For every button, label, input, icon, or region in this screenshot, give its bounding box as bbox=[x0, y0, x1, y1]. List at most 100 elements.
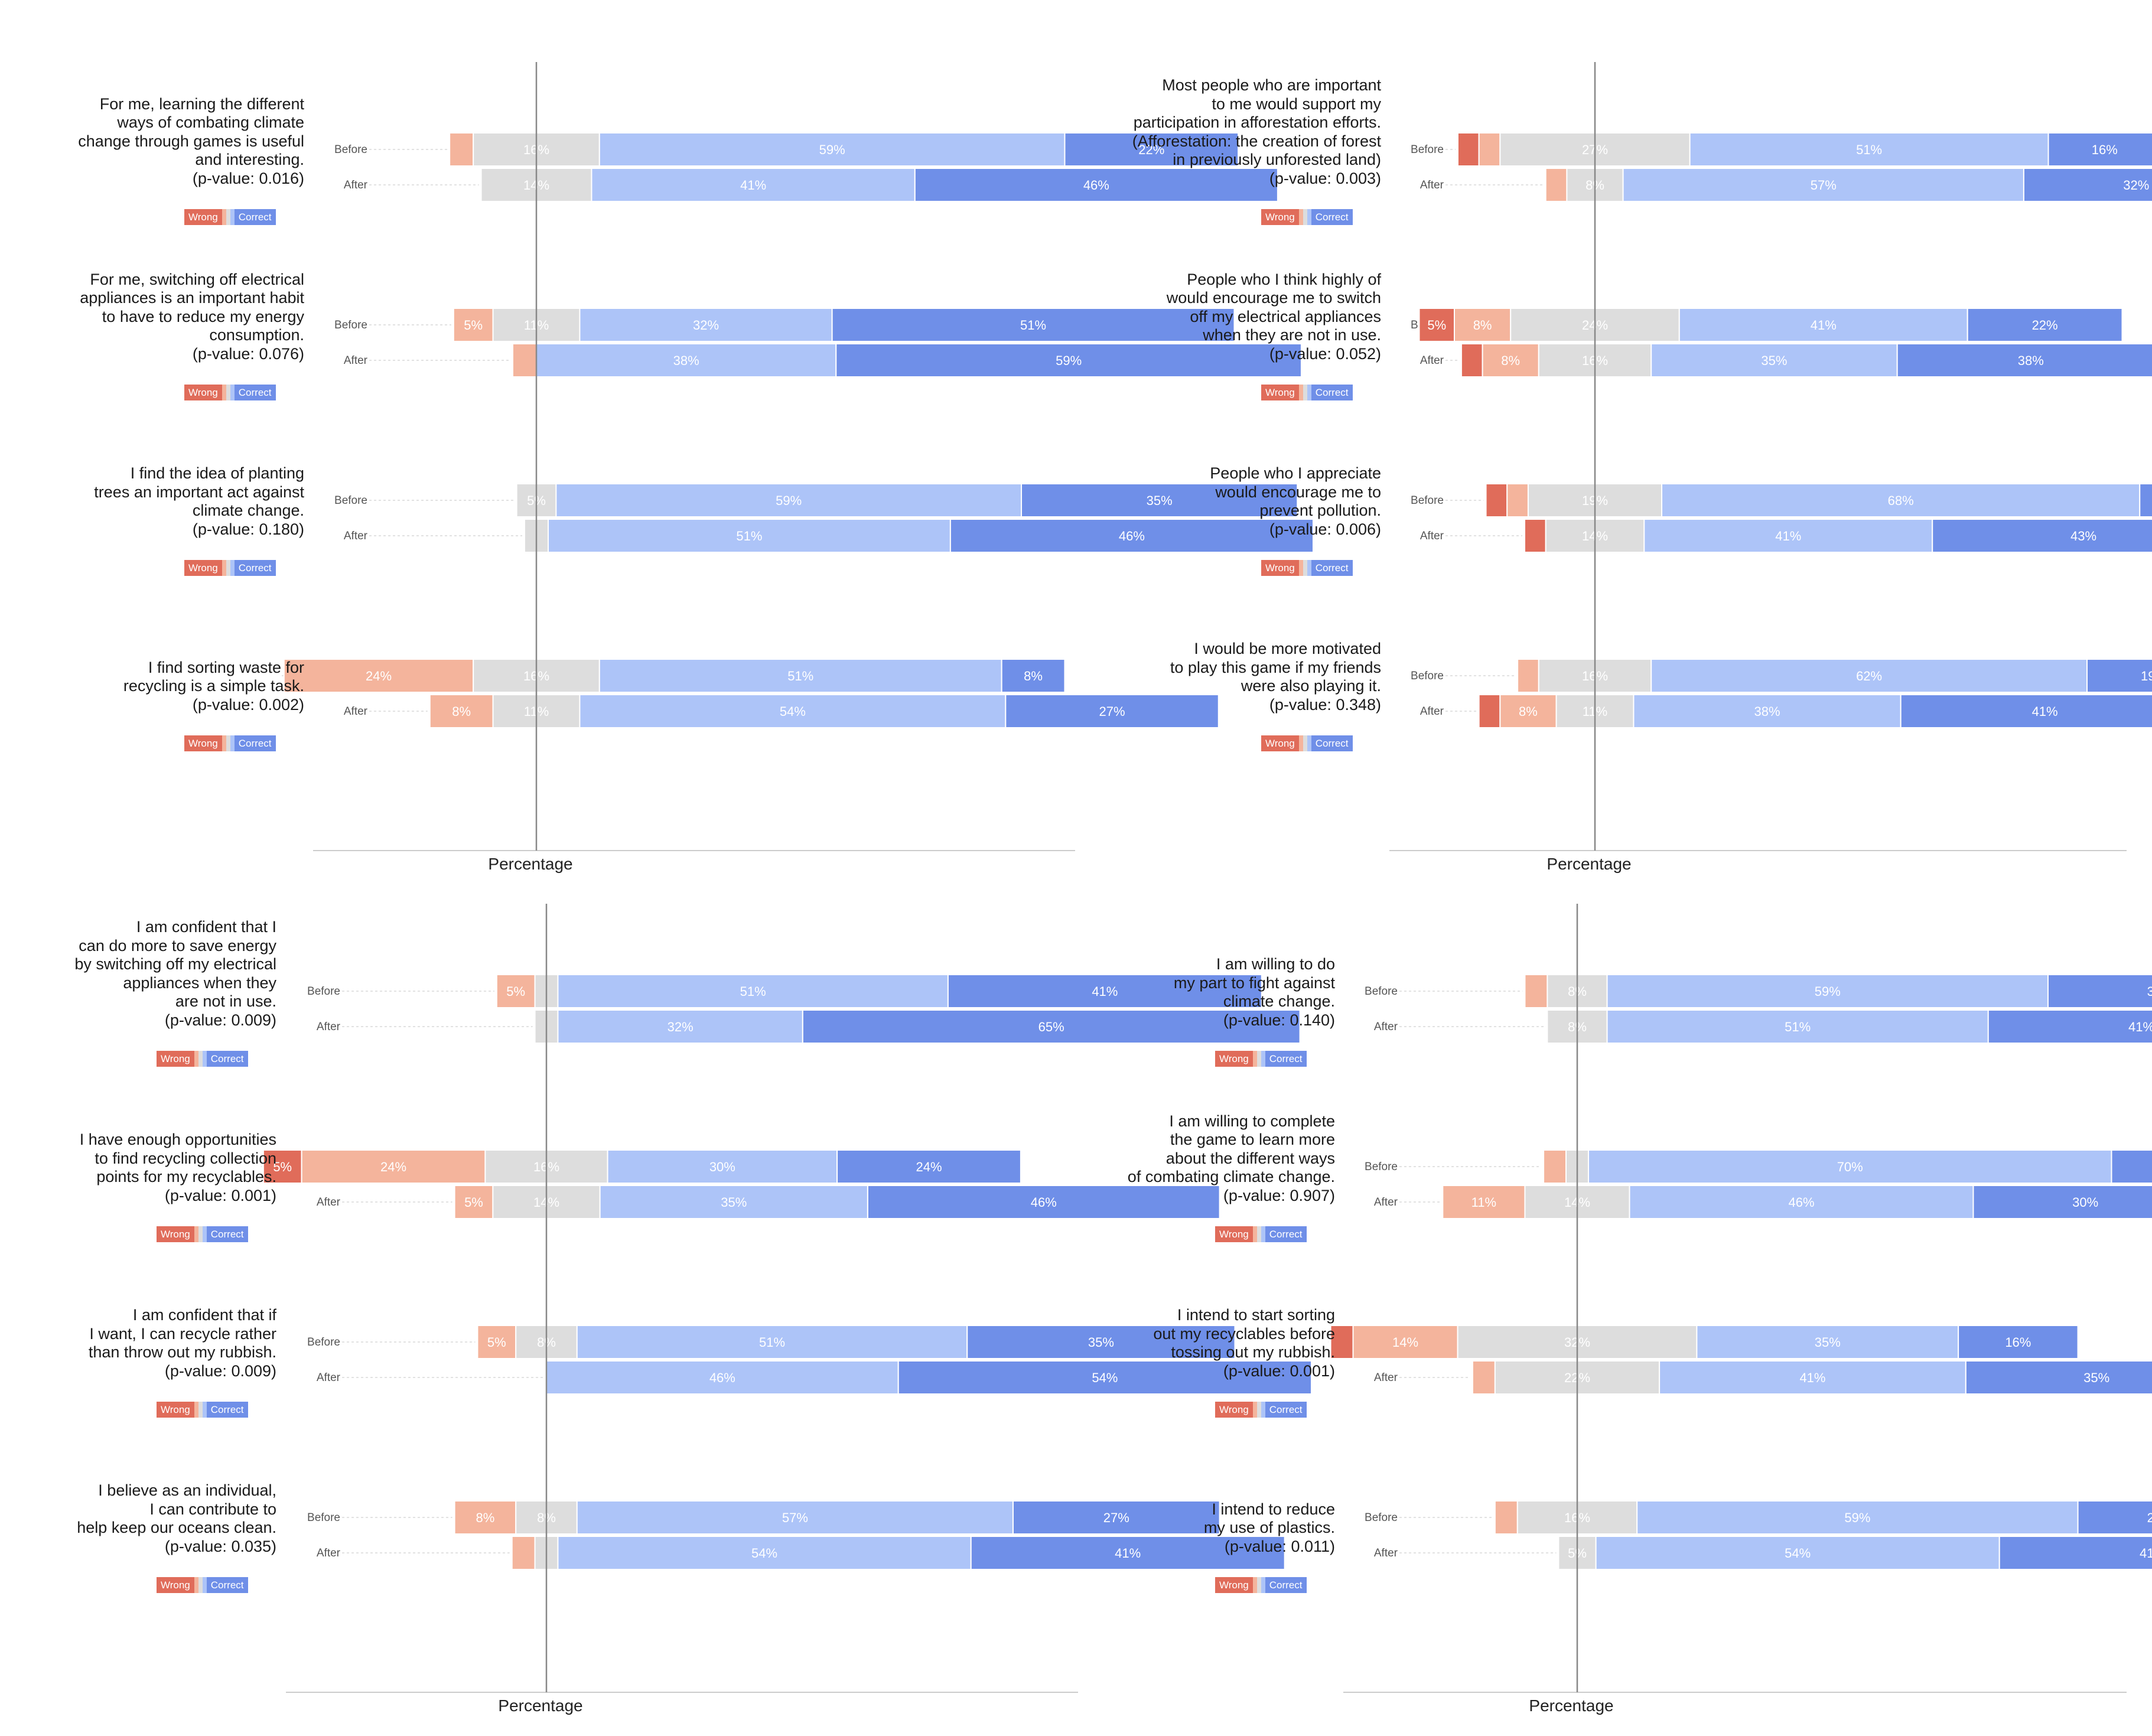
bar-segment-before-1 bbox=[1543, 1149, 1567, 1184]
x-axis-label: Percentage bbox=[1529, 1696, 1613, 1715]
legend-correct: Correct bbox=[1265, 1402, 1307, 1418]
bar-value-label: 8% bbox=[1473, 318, 1492, 333]
bar-segment-before-3 bbox=[1587, 1149, 2112, 1184]
row-label-after: After bbox=[1420, 354, 1444, 367]
bar-value-label: 30% bbox=[2072, 1195, 2098, 1210]
bar-segment-after-1 bbox=[1545, 168, 1568, 202]
bar-value-label: 54% bbox=[780, 704, 806, 719]
legend-wrong: Wrong bbox=[157, 1402, 194, 1418]
legend-swatch-agree bbox=[1307, 209, 1311, 225]
bar-segment-before-1 bbox=[449, 132, 474, 167]
bar-segment-before-1 bbox=[1524, 974, 1548, 1008]
bar-segment-before-3 bbox=[1636, 1500, 2079, 1535]
bar-value-label: 22% bbox=[1138, 142, 1164, 157]
bar-value-label: 51% bbox=[1785, 1020, 1811, 1034]
bar-value-label: 51% bbox=[740, 984, 766, 999]
bar-segment-after-3 bbox=[1629, 1185, 1974, 1219]
bar-value-label: 41% bbox=[2140, 1546, 2152, 1561]
bar-segment-before-3 bbox=[1661, 483, 2141, 517]
bar-value-label: 43% bbox=[2070, 529, 2096, 543]
bar-value-label: 46% bbox=[1788, 1195, 1814, 1210]
legend-correct: Correct bbox=[1265, 1226, 1307, 1242]
row-label-before: Before bbox=[307, 1336, 340, 1349]
bar-segment-after-0 bbox=[1460, 343, 1483, 377]
legend-swatch-neutral bbox=[1256, 1402, 1261, 1418]
bar-value-label: 57% bbox=[1811, 178, 1837, 193]
legend-swatch-neutral bbox=[1303, 385, 1307, 400]
bar-segment-before-4 bbox=[1967, 308, 2123, 342]
row-label-before: Before bbox=[1411, 670, 1444, 682]
bar-value-label: 24% bbox=[380, 1159, 406, 1174]
bar-segment-after-3 bbox=[1622, 168, 2024, 202]
bar-segment-before-4 bbox=[831, 308, 1235, 342]
x-axis-label: Percentage bbox=[488, 855, 572, 873]
bar-value-label: 27% bbox=[1103, 1510, 1129, 1525]
bar-segment-before-1 bbox=[1478, 132, 1501, 167]
legend-wrong: Wrong bbox=[1215, 1577, 1253, 1593]
bar-segment-after-4 bbox=[1005, 694, 1219, 728]
legend-wrong: Wrong bbox=[184, 385, 222, 400]
legend: Wrong Correct bbox=[157, 1226, 248, 1242]
legend: Wrong Correct bbox=[1215, 1051, 1307, 1067]
bar-value-label: 59% bbox=[1844, 1510, 1870, 1525]
row-label-after: After bbox=[1420, 179, 1444, 191]
row-label-before: Before bbox=[1411, 144, 1444, 156]
bar-value-label: 62% bbox=[1856, 669, 1882, 683]
legend-wrong: Wrong bbox=[1261, 735, 1299, 751]
legend: Wrong Correct bbox=[157, 1402, 248, 1418]
legend-swatch-agree bbox=[230, 735, 235, 751]
row-label-before: Before bbox=[1365, 1161, 1398, 1173]
bar-value-label: 54% bbox=[751, 1546, 777, 1561]
bar-segment-before-1 bbox=[477, 1325, 517, 1359]
bar-segment-before-3 bbox=[1689, 132, 2049, 167]
question-text: I intend to start sorting out my recycla… bbox=[1153, 1306, 1335, 1380]
bar-value-label: 19% bbox=[2141, 669, 2152, 683]
bar-segment-before-0 bbox=[1457, 132, 1480, 167]
legend-swatch-agree bbox=[1307, 560, 1311, 576]
row-label-after: After bbox=[1374, 1021, 1398, 1033]
bar-value-label: 59% bbox=[1056, 353, 1082, 368]
bar-segment-after-3 bbox=[599, 1185, 868, 1219]
bar-segment-after-4 bbox=[867, 1185, 1220, 1219]
bar-value-label: 65% bbox=[1038, 1020, 1064, 1034]
bar-value-label: 5% bbox=[506, 984, 525, 999]
legend-swatch-disagree bbox=[222, 560, 226, 576]
bar-value-label: 8% bbox=[452, 704, 471, 719]
bar-segment-before-3 bbox=[555, 483, 1023, 517]
bar-segment-before-4 bbox=[2139, 483, 2152, 517]
bar-value-label: 41% bbox=[1775, 529, 1801, 543]
legend-wrong: Wrong bbox=[157, 1226, 194, 1242]
bar-segment-after-3 bbox=[591, 168, 916, 202]
legend-wrong: Wrong bbox=[157, 1577, 194, 1593]
bar-segment-after-4 bbox=[1998, 1536, 2152, 1570]
bar-value-label: 8% bbox=[476, 1510, 495, 1525]
bar-value-label: 22% bbox=[2147, 1510, 2152, 1525]
legend-correct: Correct bbox=[206, 1226, 248, 1242]
bar-value-label: 35% bbox=[2083, 1370, 2109, 1385]
legend-swatch-disagree bbox=[1252, 1226, 1257, 1242]
legend-swatch-disagree bbox=[1298, 385, 1303, 400]
row-label-after: After bbox=[1374, 1372, 1398, 1384]
bar-value-label: 24% bbox=[916, 1159, 942, 1174]
x-axis-label: Percentage bbox=[1547, 855, 1631, 873]
bar-value-label: 35% bbox=[1147, 493, 1173, 508]
legend: Wrong Correct bbox=[1261, 735, 1353, 751]
bar-value-label: 68% bbox=[1888, 493, 1914, 508]
legend-swatch-disagree bbox=[194, 1226, 198, 1242]
bar-segment-after-4 bbox=[835, 343, 1302, 377]
bar-value-label: 41% bbox=[2032, 704, 2058, 719]
bar-segment-after-1 bbox=[511, 1536, 536, 1570]
legend-correct: Correct bbox=[206, 1577, 248, 1593]
question-text: People who I appreciate would encourage … bbox=[1210, 464, 1381, 538]
bar-segment-before-3 bbox=[1606, 974, 2049, 1008]
row-label-before: Before bbox=[334, 319, 367, 331]
bar-segment-after-0 bbox=[1524, 519, 1547, 553]
legend-swatch-neutral bbox=[226, 209, 230, 225]
bar-value-label: 35% bbox=[1815, 1335, 1841, 1350]
bar-value-label: 35% bbox=[1088, 1335, 1114, 1350]
legend-swatch-neutral bbox=[198, 1051, 203, 1067]
bar-segment-after-1 bbox=[1482, 343, 1539, 377]
bar-value-label: 8% bbox=[1519, 704, 1538, 719]
row-label-before: Before bbox=[307, 1512, 340, 1524]
legend-swatch-neutral bbox=[1303, 560, 1307, 576]
